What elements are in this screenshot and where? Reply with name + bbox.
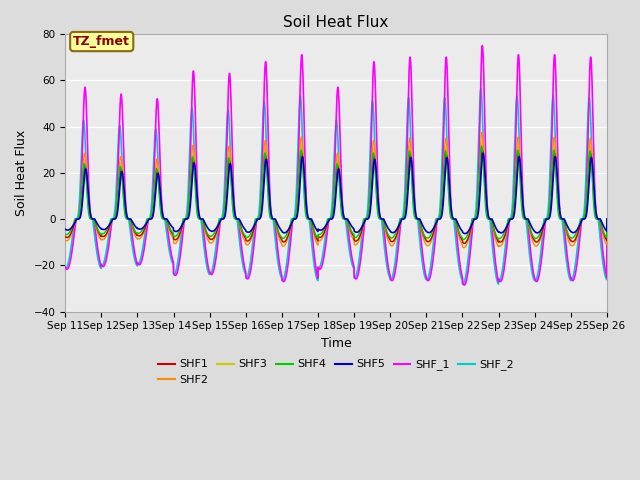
SHF2 [61, 237, 69, 243]
SHF1 [603, 237, 611, 243]
Line: SHF3: SHF3 [65, 141, 607, 242]
SHF1 [159, 214, 166, 219]
SHF4 [458, 234, 465, 240]
SHF2 [488, 223, 496, 228]
SHF_2 [477, 86, 484, 92]
SHF_1 [61, 264, 69, 270]
SHF2 [603, 216, 611, 222]
SHF_2 [603, 276, 611, 282]
SHF5 [159, 211, 166, 216]
SHF4 [478, 144, 486, 149]
SHF1 [603, 216, 611, 222]
SHF_2 [603, 216, 611, 222]
SHF1 [460, 240, 468, 246]
SHF3 [458, 235, 465, 240]
SHF3 [316, 234, 323, 240]
SHF_2 [458, 275, 465, 281]
SHF_1 [428, 269, 435, 275]
SHF3 [428, 236, 435, 241]
SHF_2 [61, 265, 69, 271]
SHF_1 [316, 266, 323, 272]
SHF2 [603, 241, 611, 247]
SHF1 [428, 236, 435, 241]
SHF4 [488, 222, 496, 228]
Line: SHF1: SHF1 [65, 150, 607, 243]
Title: Soil Heat Flux: Soil Heat Flux [284, 15, 388, 30]
SHF_2 [488, 242, 496, 248]
SHF3 [488, 218, 496, 224]
SHF5 [603, 216, 611, 222]
SHF_1 [458, 270, 465, 276]
SHF4 [316, 232, 323, 238]
SHF_1 [488, 227, 496, 233]
SHF5 [61, 226, 69, 232]
SHF4 [159, 216, 166, 221]
SHF1 [488, 220, 496, 226]
SHF_1 [603, 216, 611, 222]
SHF3 [603, 236, 611, 241]
Legend: SHF1, SHF2, SHF3, SHF4, SHF5, SHF_1, SHF_2: SHF1, SHF2, SHF3, SHF4, SHF5, SHF_1, SHF… [154, 355, 518, 389]
SHF3 [61, 233, 69, 239]
SHF4 [603, 235, 611, 240]
SHF_1 [159, 210, 166, 216]
SHF4 [460, 237, 467, 242]
Line: SHF5: SHF5 [65, 153, 607, 234]
SHF2 [458, 240, 465, 246]
Line: SHF4: SHF4 [65, 146, 607, 240]
SHF3 [479, 138, 486, 144]
SHF3 [159, 212, 166, 217]
SHF1 [61, 234, 69, 240]
SHF5 [316, 227, 323, 233]
SHF_1 [479, 43, 486, 48]
SHF5 [461, 231, 468, 237]
Line: SHF2: SHF2 [65, 132, 607, 248]
SHF5 [488, 217, 496, 223]
X-axis label: Time: Time [321, 337, 351, 350]
Y-axis label: Soil Heat Flux: Soil Heat Flux [15, 130, 28, 216]
SHF4 [61, 231, 69, 237]
SHF4 [603, 216, 611, 222]
SHF2 [316, 238, 323, 244]
SHF5 [479, 150, 487, 156]
SHF2 [478, 130, 486, 135]
SHF5 [428, 228, 435, 234]
SHF4 [428, 231, 435, 237]
Text: TZ_fmet: TZ_fmet [73, 35, 130, 48]
Line: SHF_1: SHF_1 [65, 46, 607, 285]
SHF5 [603, 228, 611, 234]
SHF2 [428, 238, 435, 244]
SHF_2 [159, 216, 166, 222]
SHF_2 [459, 281, 467, 287]
SHF_1 [460, 282, 468, 288]
SHF_2 [428, 258, 435, 264]
SHF2 [159, 215, 166, 220]
SHF5 [458, 227, 465, 233]
Line: SHF_2: SHF_2 [65, 89, 607, 284]
SHF3 [603, 216, 611, 222]
SHF_1 [603, 273, 611, 279]
SHF_2 [316, 264, 323, 270]
SHF2 [460, 245, 468, 251]
SHF1 [458, 236, 465, 242]
SHF1 [479, 147, 486, 153]
SHF1 [316, 235, 323, 240]
SHF3 [461, 240, 468, 245]
